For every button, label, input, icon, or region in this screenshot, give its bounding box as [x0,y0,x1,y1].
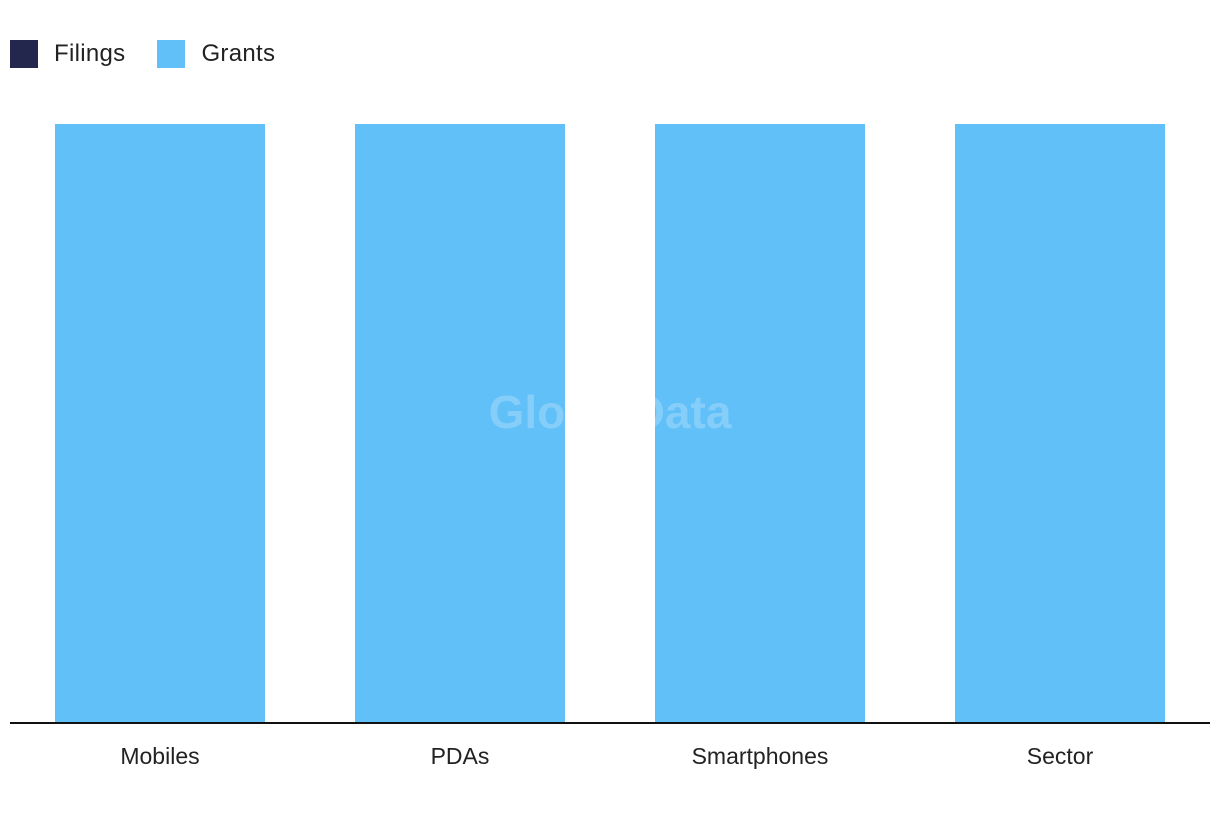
legend-item-filings[interactable]: Filings [10,40,125,68]
legend-swatch-grants [157,40,186,68]
bar-grants-smartphones[interactable] [655,124,865,723]
legend-label-grants: Grants [201,40,276,67]
x-tick-label-sector: Sector [1027,743,1094,769]
legend-label-filings: Filings [54,40,126,67]
bars-group [55,124,1165,723]
legend: Filings Grants [10,40,307,68]
x-tick-label-smartphones: Smartphones [692,743,829,769]
watermark: GlobalData [489,386,732,438]
x-tick-label-mobiles: Mobiles [120,743,199,769]
bar-grants-sector[interactable] [955,124,1165,723]
x-tick-label-pdas: PDAs [431,743,490,769]
legend-item-grants[interactable]: Grants [157,40,275,68]
legend-swatch-filings [10,40,38,68]
bar-grants-pdas[interactable] [355,124,565,723]
bar-grants-mobiles[interactable] [55,124,265,723]
x-tick-labels: Mobiles PDAs Smartphones Sector [120,743,1093,769]
